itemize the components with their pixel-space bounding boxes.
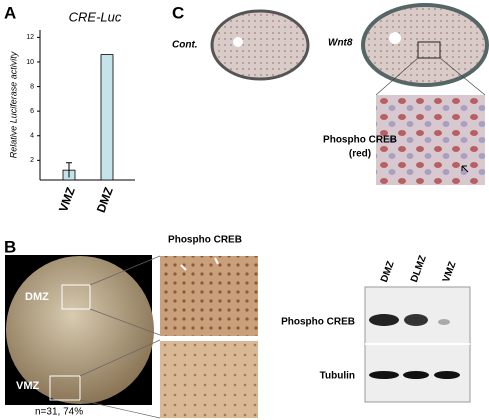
blot-label: Phospho CREB (281, 317, 355, 328)
zoom-line (79, 399, 161, 419)
zoom-image (376, 95, 485, 185)
stain-label: Phospho CREB (323, 135, 397, 146)
blot-band (403, 371, 429, 379)
y-tick-label: 2 (30, 157, 34, 164)
zoom-box (61, 284, 91, 310)
lane-label: DMZ (379, 260, 397, 284)
y-tick-label: 10 (26, 59, 34, 66)
count-label: n=31, 74% (35, 407, 83, 418)
zoom-image (160, 341, 258, 418)
section-image (210, 9, 310, 81)
embryo (6, 256, 154, 404)
y-tick-label: 12 (26, 34, 34, 41)
stain-label: (red) (349, 149, 371, 160)
blot-band (438, 319, 450, 325)
y-tick-label: 4 (30, 133, 34, 140)
error-bar (66, 162, 72, 178)
zoom-image (160, 256, 258, 336)
zoom-line (89, 255, 161, 286)
condition-label: Wnt8 (328, 38, 353, 49)
section-image (361, 3, 489, 87)
arrow (461, 165, 469, 173)
y-tick-label: 6 (30, 108, 34, 115)
region-label: DMZ (25, 291, 49, 303)
condition-label: Cont. (172, 40, 198, 51)
blot-band (369, 314, 399, 326)
blot-label: Tubulin (320, 371, 355, 382)
zoom-header: Phospho CREB (168, 235, 242, 246)
region-label: VMZ (16, 380, 40, 392)
panel-label: C (172, 3, 184, 22)
chart-title: CRE-Luc (69, 9, 122, 24)
x-tick-label: VMZ (56, 185, 78, 214)
section-hole (389, 32, 401, 44)
section-hole (233, 37, 243, 47)
arrow (180, 257, 219, 271)
blot-band (404, 314, 428, 326)
zoom-line (79, 339, 161, 377)
lane-label: DLMZ (409, 254, 429, 284)
y-tick-label: 8 (30, 83, 34, 90)
blot-band (369, 371, 399, 379)
zoom-box (417, 41, 441, 59)
zoom-line (89, 308, 161, 336)
lane-label: VMZ (441, 260, 459, 284)
y-axis-label: Relative Luciferase activity (8, 51, 18, 158)
zoom-box (49, 375, 81, 401)
chart: CRE-Luc Relative Luciferase activity 2 4 6… (8, 9, 135, 215)
blot-band (434, 371, 460, 379)
bar (100, 54, 114, 181)
x-tick-label: DMZ (94, 185, 116, 214)
zoom-line (439, 57, 486, 96)
panel-label: A (4, 3, 16, 22)
zoom-line (375, 57, 419, 96)
panel-label: B (4, 237, 16, 256)
